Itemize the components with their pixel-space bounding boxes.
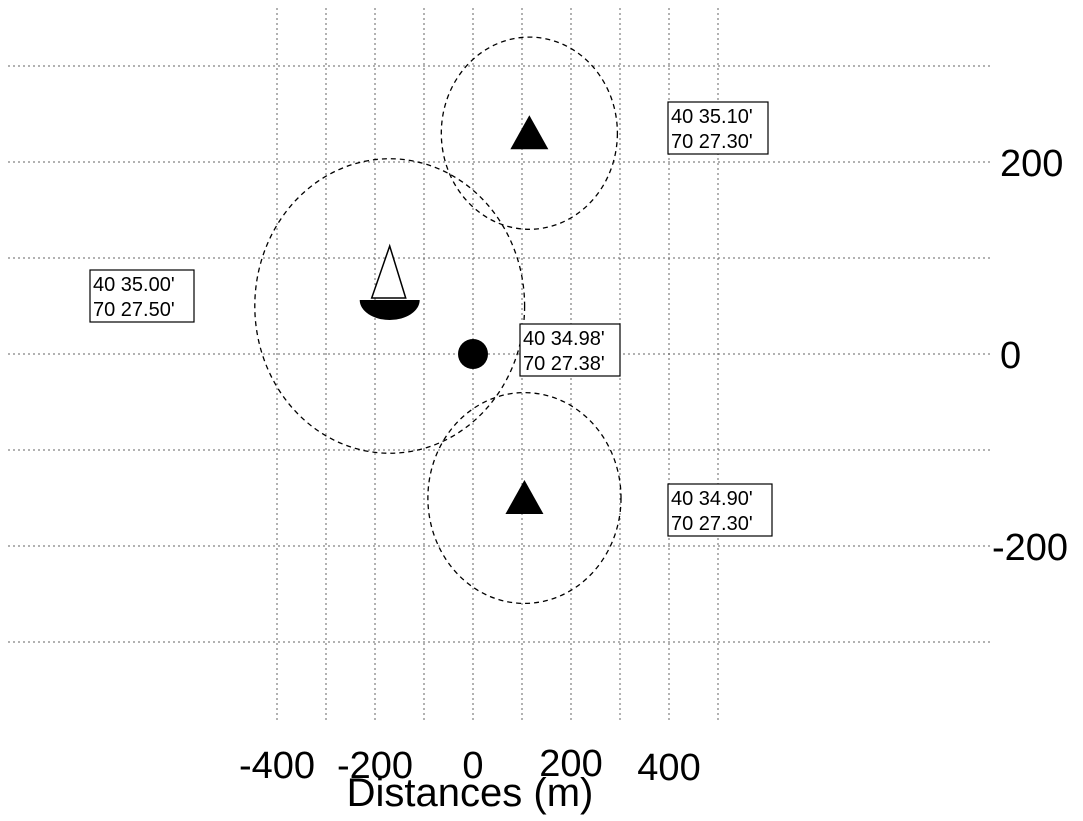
longitude-label: 70 27.50' <box>93 299 175 321</box>
x-tick-label: 200 <box>539 743 602 785</box>
y-tick-labels: 200 0 -200 <box>992 143 1068 569</box>
ship-hull <box>359 300 420 320</box>
buoy-triangle <box>505 480 544 514</box>
range-circle <box>254 158 526 454</box>
y-tick-label: 0 <box>1000 335 1021 377</box>
latitude-label: 40 34.98' <box>523 328 605 350</box>
x-tick-label: -400 <box>239 745 315 787</box>
coordinate-box <box>667 101 769 155</box>
y-tick-label: -200 <box>992 527 1068 569</box>
station-dot <box>458 339 488 369</box>
x-tick-labels: -400 -200 0 200 400 <box>239 743 701 789</box>
x-tick-label: -200 <box>337 745 413 787</box>
longitude-label: 70 27.30' <box>671 513 753 535</box>
ship-sail <box>370 243 407 299</box>
grid <box>8 8 990 722</box>
latitude-label: 40 34.90' <box>671 488 753 510</box>
x-tick-label: 400 <box>637 747 700 789</box>
longitude-label: 70 27.38' <box>523 353 605 375</box>
coordinate-box <box>519 323 621 377</box>
x-tick-label: 0 <box>462 745 483 787</box>
buoy-triangle <box>510 115 549 150</box>
range-circle <box>427 391 622 605</box>
markers <box>359 115 549 514</box>
latitude-label: 40 35.10' <box>671 106 753 128</box>
range-circle <box>440 36 619 230</box>
coordinate-box <box>89 269 195 323</box>
coordinate-box <box>667 483 773 537</box>
longitude-label: 70 27.30' <box>671 131 753 153</box>
latitude-label: 40 35.00' <box>93 274 175 296</box>
coordinate-labels: 40 34.98' 70 27.38' 40 35.10' 70 27.30' 40 3… <box>89 101 773 537</box>
range-circles <box>254 36 622 605</box>
y-tick-label: 200 <box>1000 143 1063 185</box>
x-axis-label: Distances (m) <box>347 771 594 815</box>
